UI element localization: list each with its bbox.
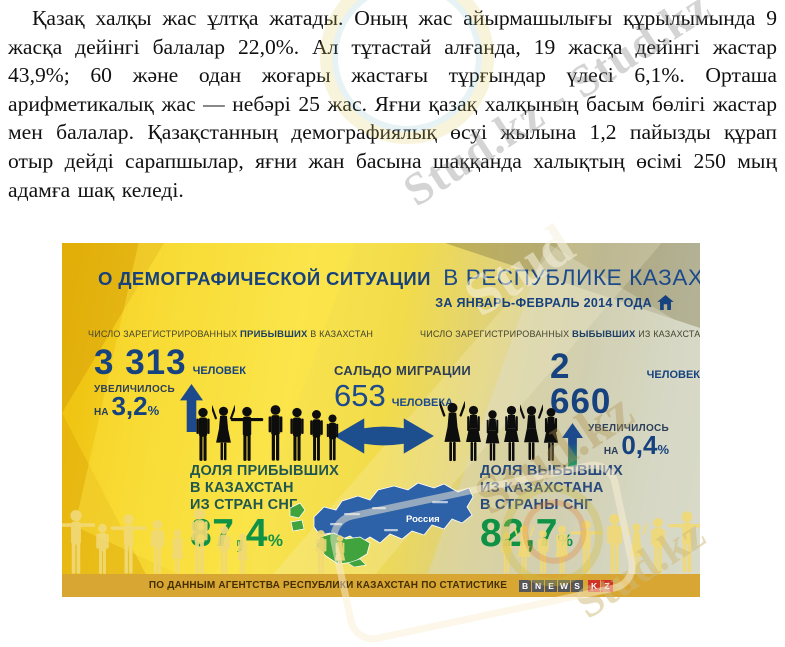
crowd-silhouette-row [62, 508, 700, 574]
infographic-footer: ПО ДАННЫМ АГЕНТСТВА РЕСПУБЛИКИ КАЗАХСТАН… [62, 574, 700, 597]
departed-unit: ЧЕЛОВЕК [646, 369, 700, 381]
title-bold: О ДЕМОГРАФИЧЕСКОЙ СИТУАЦИИ [98, 268, 431, 289]
infographic-subtitle: ЗА ЯНВАРЬ-ФЕВРАЛЬ 2014 ГОДА [435, 295, 674, 310]
up-arrow-icon [180, 384, 204, 432]
arrived-label: ЧИСЛО ЗАРЕГИСТРИРОВАННЫХ ПРИБЫВШИХ В КАЗ… [88, 329, 374, 340]
map-russia-label: Россия [406, 514, 440, 525]
departed-label: ЧИСЛО ЗАРЕГИСТРИРОВАННЫХ ВЫБЫВШИХ ИЗ КАЗ… [420, 329, 700, 340]
departed-stat: 2 660 ЧЕЛОВЕК УВЕЛИЧИЛОСЬ НА 0,4 % [550, 349, 700, 467]
cis-map: Россия [289, 482, 474, 567]
infographic: О ДЕМОГРАФИЧЕСКОЙ СИТУАЦИИ В РЕСПУБЛИКЕ … [62, 243, 700, 597]
men-silhouette-group [196, 405, 339, 461]
saldo-value: 653 [334, 378, 386, 413]
title-light: В РЕСПУБЛИКЕ КАЗАХСТАН [443, 265, 700, 290]
departed-change: УВЕЛИЧИЛОСЬ НА 0,4 % [562, 423, 700, 467]
home-icon [657, 295, 674, 310]
saldo-block: САЛЬДО МИГРАЦИИ 653 ЧЕЛОВЕКА [334, 363, 472, 413]
saldo-unit: ЧЕЛОВЕКА [391, 397, 454, 409]
document-paragraph: Қазақ халқы жас ұлтқа жатады. Оның жас а… [8, 6, 777, 202]
arrived-change: УВЕЛИЧИЛОСЬ НА 3,2 % [94, 384, 246, 432]
infographic-title: О ДЕМОГРАФИЧЕСКОЙ СИТУАЦИИ В РЕСПУБЛИКЕ … [98, 265, 700, 291]
departed-value: 2 660 [550, 347, 612, 421]
arrived-stat: 3 313 ЧЕЛОВЕК УВЕЛИЧИЛОСЬ НА 3,2 % [94, 345, 246, 432]
source-text: ПО ДАННЫМ АГЕНТСТВА РЕСПУБЛИКИ КАЗАХСТАН… [148, 580, 508, 591]
up-arrow-icon [562, 423, 583, 467]
bnews-kz-logo: B N E W S K Z [519, 579, 614, 592]
women-silhouette-group [440, 401, 559, 462]
subtitle-text: ЗА ЯНВАРЬ-ФЕВРАЛЬ 2014 ГОДА [435, 295, 652, 310]
double-arrow-icon [334, 418, 434, 454]
arrived-unit: ЧЕЛОВЕК [192, 365, 246, 377]
arrived-value: 3 313 [94, 343, 187, 382]
